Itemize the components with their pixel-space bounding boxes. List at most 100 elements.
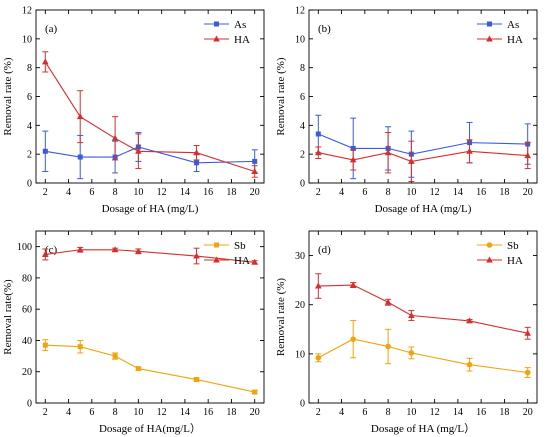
x-tick-label: 16 — [476, 407, 486, 418]
legend-label: Sb — [507, 240, 519, 252]
data-point — [135, 366, 141, 372]
y-tick-label: 40 — [22, 336, 32, 347]
series-ha — [315, 273, 531, 340]
x-tick-label: 12 — [157, 187, 167, 198]
series-line — [45, 344, 255, 393]
x-tick-label: 6 — [89, 407, 94, 418]
data-point — [408, 312, 415, 319]
x-tick-label: 12 — [430, 407, 440, 418]
legend: As HA — [204, 19, 250, 46]
plot-frame — [308, 230, 538, 404]
x-tick-label: 6 — [362, 407, 367, 418]
data-point — [315, 149, 322, 156]
chart-panel-d: 2 4 6 8 10 12 14 16 18 20 0 10 20 30 Dosage of HA (mg/… — [275, 230, 538, 435]
legend-label: HA — [234, 34, 250, 46]
data-point — [315, 282, 322, 289]
legend-marker — [487, 21, 492, 27]
data-point — [77, 344, 83, 350]
legend-marker — [486, 242, 493, 248]
x-tick-label: 14 — [180, 407, 190, 418]
y-tick-label: 2 — [300, 150, 305, 161]
x-tick-label: 8 — [113, 187, 118, 198]
panel-label: (a) — [45, 23, 58, 35]
series-as — [315, 114, 531, 180]
x-tick-label: 2 — [316, 187, 321, 198]
series-line — [45, 146, 255, 164]
x-axis-label: Dosage of HA (mg/L) — [375, 203, 472, 215]
y-tick-label: 20 — [295, 300, 305, 311]
y-tick-label: 10 — [295, 349, 305, 360]
data-point — [251, 258, 258, 265]
data-point — [111, 134, 119, 141]
plot-frame — [308, 9, 538, 184]
y-tick-label: 2 — [27, 150, 32, 161]
y-tick-label: 10 — [295, 34, 305, 45]
x-tick-label: 20 — [523, 187, 533, 198]
y-axis-label: Removal rate(%) — [2, 279, 14, 355]
x-tick-label: 8 — [113, 407, 118, 418]
data-point — [315, 354, 322, 361]
x-tick-label: 14 — [180, 187, 190, 198]
x-tick-label: 14 — [453, 187, 463, 198]
x-tick-label: 4 — [339, 407, 344, 418]
y-tick-label: 80 — [22, 273, 32, 284]
data-point — [194, 377, 200, 383]
legend-label: As — [507, 19, 519, 31]
x-tick-label: 10 — [133, 407, 143, 418]
x-tick-label: 2 — [316, 407, 321, 418]
y-axis-label: Removal rate (%) — [275, 57, 287, 136]
y-tick-label: 6 — [300, 92, 305, 103]
x-tick-label: 2 — [43, 407, 48, 418]
x-tick-label: 4 — [66, 187, 71, 198]
data-point — [524, 369, 531, 376]
data-point — [385, 343, 391, 350]
data-point — [252, 158, 258, 164]
x-tick-label: 4 — [339, 187, 344, 198]
x-tick-label: 16 — [203, 187, 213, 198]
data-point — [42, 250, 49, 257]
x-tick-label: 8 — [386, 407, 391, 418]
y-tick-label: 4 — [27, 121, 32, 132]
x-tick-label: 18 — [499, 407, 509, 418]
y-tick-label: 0 — [300, 399, 305, 410]
x-tick-label: 4 — [66, 407, 71, 418]
series-line — [318, 133, 528, 155]
data-point — [466, 317, 473, 324]
data-point — [384, 298, 392, 305]
y-tick-label: 0 — [27, 179, 32, 190]
legend-marker — [214, 21, 219, 27]
data-point — [466, 361, 473, 368]
y-tick-label: 10 — [22, 34, 32, 45]
data-point — [42, 342, 48, 348]
data-point — [135, 247, 142, 254]
x-tick-label: 20 — [250, 187, 260, 198]
data-point — [193, 149, 200, 156]
data-point — [466, 147, 473, 154]
series-ha — [42, 246, 258, 265]
data-point — [349, 156, 357, 163]
x-tick-label: 10 — [133, 187, 143, 198]
x-tick-label: 6 — [89, 187, 94, 198]
legend-marker — [213, 35, 220, 42]
y-tick-label: 6 — [27, 92, 32, 103]
series-line — [318, 284, 528, 334]
y-tick-label: 30 — [295, 251, 305, 262]
data-point — [251, 167, 258, 174]
data-point — [408, 350, 415, 356]
data-point — [349, 281, 357, 288]
x-tick-label: 20 — [523, 407, 533, 418]
legend-label: HA — [507, 255, 523, 267]
x-tick-label: 14 — [453, 407, 463, 418]
legend: Sb HA — [477, 240, 523, 267]
legend-marker — [486, 256, 493, 263]
chart-panel-c: 2 4 6 8 10 12 14 16 18 20 0 20 40 60 80 100 Dosage of HA… — [2, 230, 265, 435]
x-tick-label: 10 — [406, 187, 416, 198]
data-point — [135, 147, 142, 154]
y-axis-label: Removal rate (%) — [2, 57, 14, 136]
legend-label: HA — [234, 255, 250, 267]
series-line — [318, 150, 528, 162]
x-tick-label: 18 — [499, 187, 509, 198]
y-tick-label: 12 — [295, 6, 305, 17]
x-tick-label: 18 — [226, 407, 236, 418]
